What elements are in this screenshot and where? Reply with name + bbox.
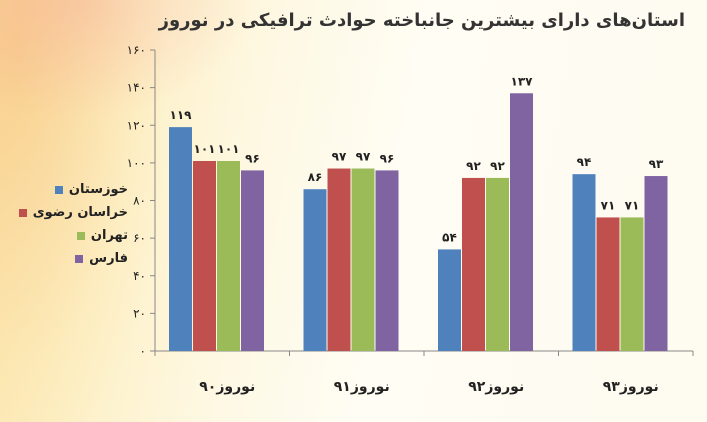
chart-title: استان‌های دارای بیشترین جانباخته حوادث ت… (158, 10, 685, 31)
y-tick-label: ۱۰۰ (127, 156, 146, 170)
legend-swatch (54, 185, 63, 194)
data-label: ۱۱۹ (170, 108, 193, 122)
y-tick-label: ۶۰ (133, 231, 146, 245)
bar (644, 176, 668, 351)
bar (486, 177, 509, 351)
bar (351, 168, 375, 351)
data-label: ۹۴ (577, 155, 592, 169)
y-tick-label: ۴۰ (133, 269, 146, 283)
data-label: ۱۰۱ (218, 142, 240, 156)
y-tick-label: ۲۰ (133, 306, 146, 320)
data-label: ۹۲ (490, 159, 505, 173)
legend-swatch (18, 208, 27, 217)
bar (375, 170, 399, 351)
legend-label: خوزستان (68, 182, 128, 197)
legend-label: خراسان رضوی (32, 205, 128, 220)
legend-item-khuzestan: خوزستان (8, 178, 128, 201)
data-label: ۹۶ (245, 151, 260, 165)
bar (572, 174, 596, 351)
bar (510, 93, 533, 352)
legend-item-khorasan-razavi: خراسان رضوی (8, 201, 128, 224)
background-tint-pink (0, 0, 260, 120)
legend-swatch (75, 254, 84, 263)
y-tick-label: ۱۴۰ (127, 81, 146, 95)
data-label: ۱۰۱ (194, 142, 216, 156)
data-label: ۹۷ (332, 150, 347, 164)
legend-label: تهران (90, 228, 128, 243)
data-label: ۹۶ (380, 151, 395, 165)
bar (438, 249, 461, 351)
bar (596, 217, 620, 351)
data-label: ۹۳ (649, 157, 664, 171)
bar (169, 127, 192, 351)
legend: خوزستان خراسان رضوی تهران فارس (8, 178, 128, 270)
legend-swatch (76, 231, 85, 240)
bar (217, 160, 240, 351)
legend-label: فارس (89, 251, 128, 266)
bar (620, 217, 644, 351)
x-category-label: نوروز۹۰ (199, 379, 255, 395)
bar (241, 170, 264, 351)
x-category-label: نوروز۹۲ (468, 379, 524, 395)
y-tick-label: ۰ (140, 344, 146, 358)
bar (303, 189, 327, 351)
data-label: ۷۱ (625, 198, 640, 212)
data-label: ۹۷ (356, 150, 371, 164)
data-label: ۵۴ (442, 230, 457, 244)
y-tick-label: ۱۲۰ (127, 118, 146, 132)
x-category-label: نوروز۹۱ (334, 379, 390, 395)
data-label: ۸۶ (308, 170, 323, 184)
bar (193, 160, 216, 351)
x-category-label: نوروز۹۳ (603, 379, 659, 395)
bar (327, 168, 351, 351)
data-label: ۱۳۷ (511, 74, 534, 88)
bar (462, 177, 485, 351)
y-tick-label: ۸۰ (133, 194, 146, 208)
data-label: ۹۲ (466, 159, 481, 173)
legend-item-tehran: تهران (8, 224, 128, 247)
legend-item-fars: فارس (8, 247, 128, 270)
data-label: ۷۱ (601, 198, 616, 212)
y-tick-label: ۱۶۰ (127, 43, 146, 57)
